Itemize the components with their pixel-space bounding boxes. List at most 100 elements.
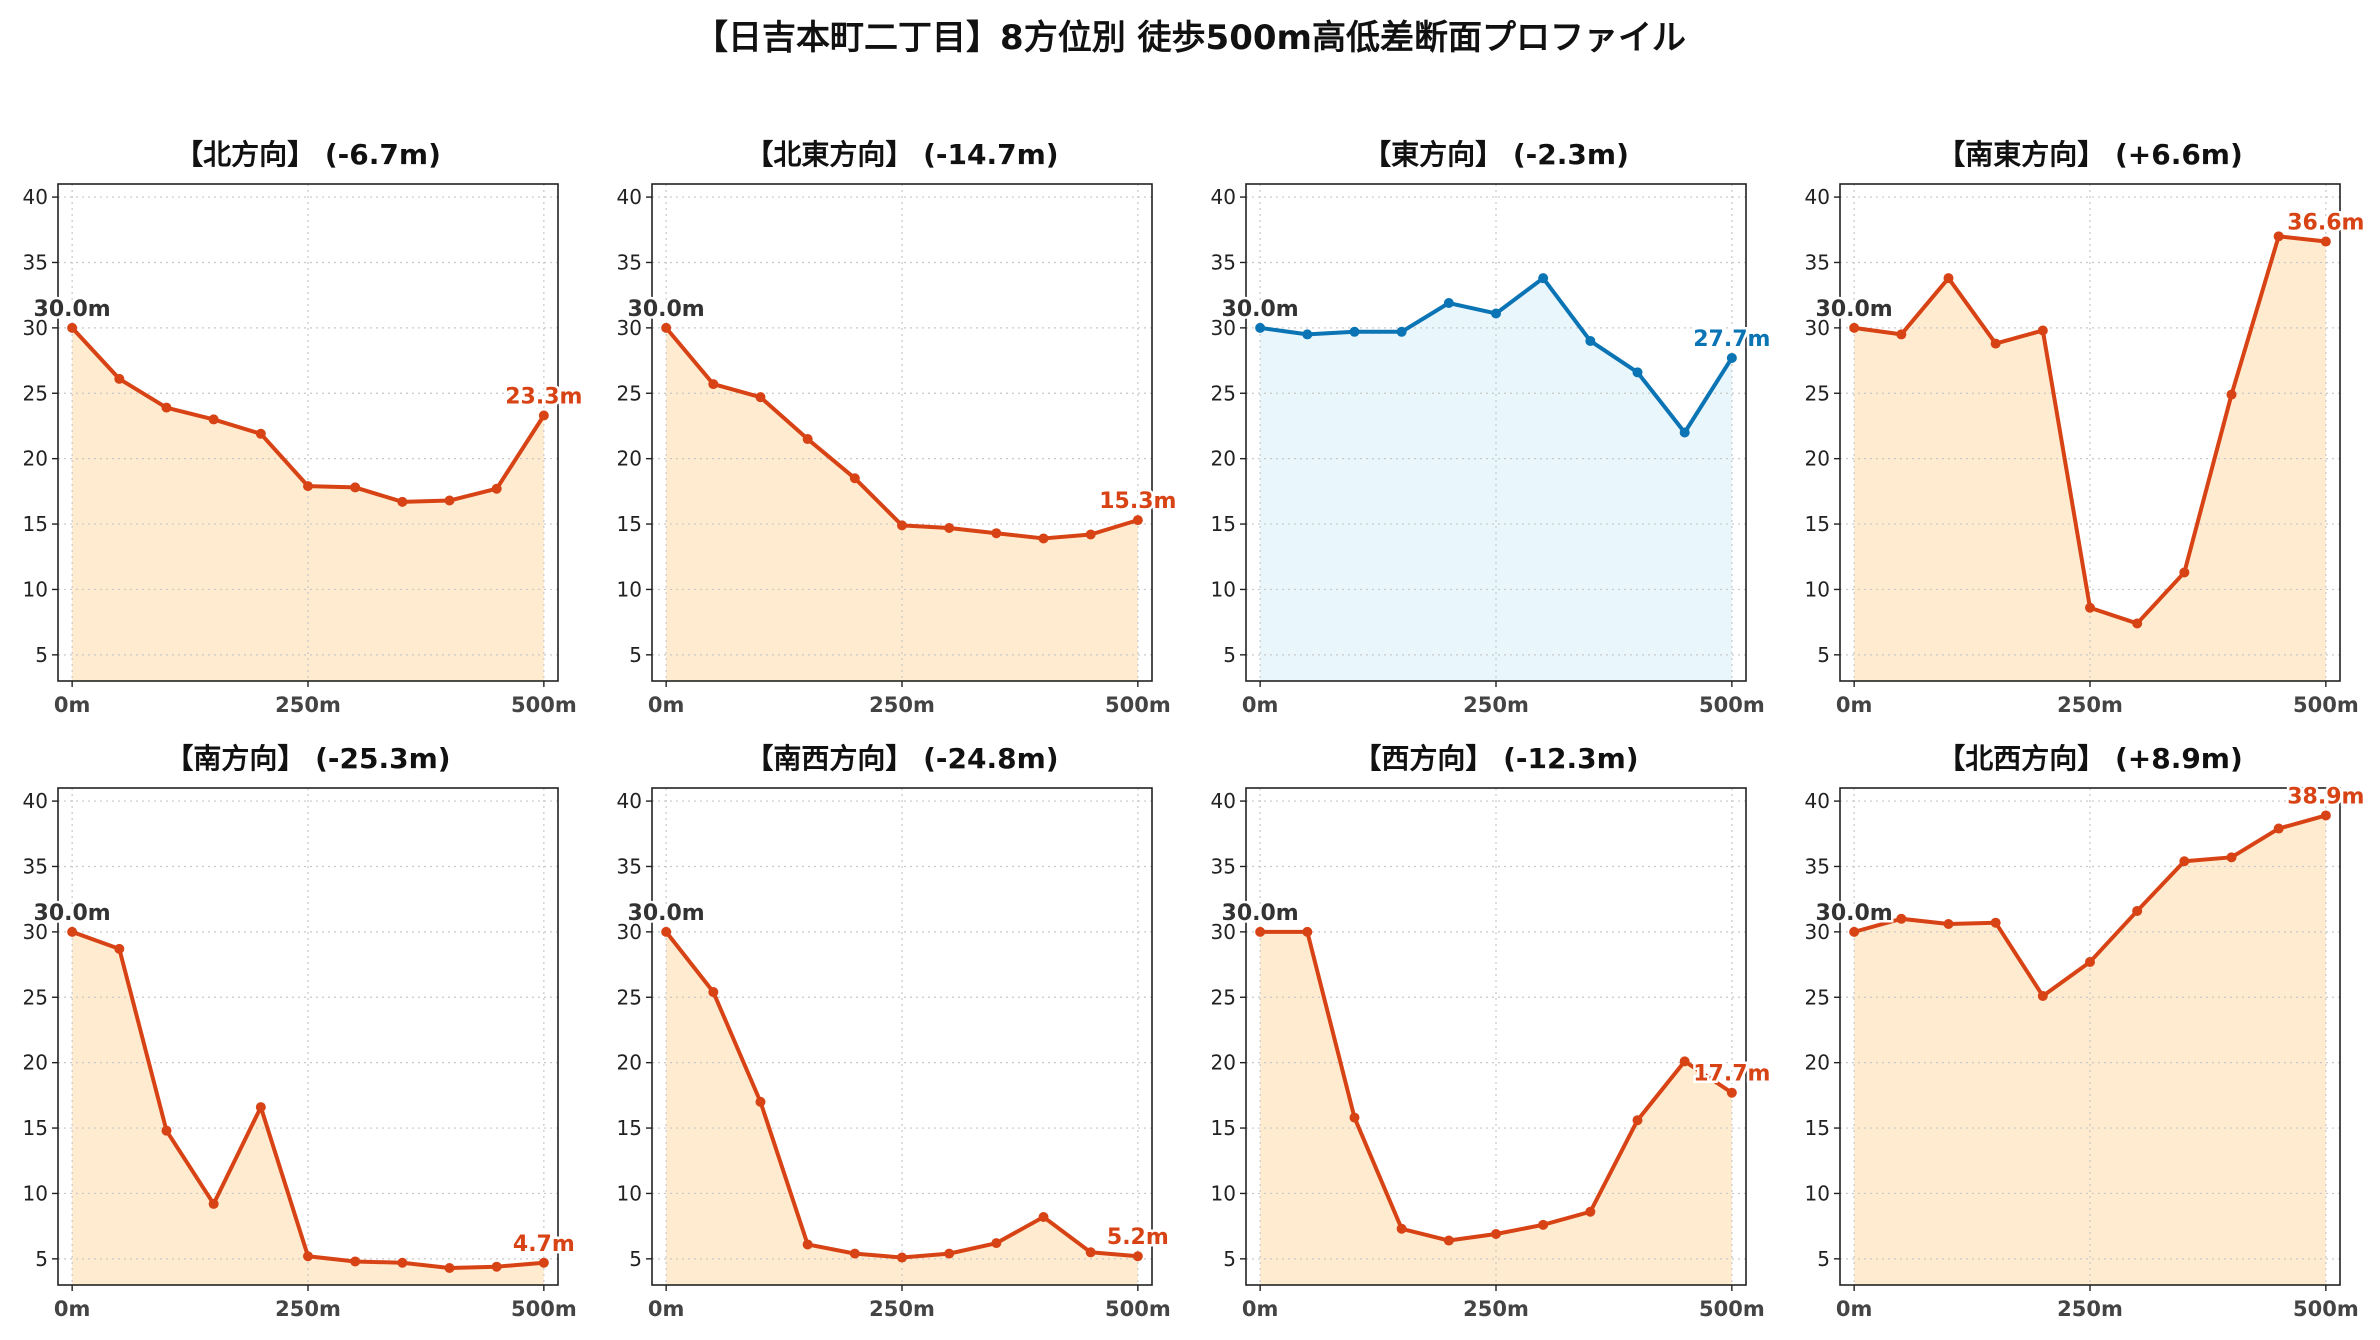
elevation-area [1260,931,1732,1285]
data-point [1085,1247,1096,1258]
data-point [491,483,502,494]
data-point [538,1257,549,1268]
data-point [1538,1219,1549,1230]
y-tick-label: 35 [617,854,642,878]
data-point [2037,325,2048,336]
y-tick-label: 20 [1211,447,1236,471]
data-point [2085,602,2095,613]
y-tick-label: 30 [1211,316,1236,340]
subplot-title: 【南方向】 (-25.3m) [165,742,450,775]
data-point [1085,529,1096,540]
data-point [161,402,172,413]
data-point [444,1262,455,1273]
data-point [350,482,361,493]
y-tick-label: 15 [617,512,642,536]
y-tick-label: 10 [1805,1181,1830,1205]
data-point [1896,329,1907,340]
data-point [1990,917,2001,928]
x-tick-label: 500m [2293,693,2359,717]
elevation-area [72,931,544,1285]
data-point [1943,273,1954,284]
y-tick-label: 40 [1805,789,1830,813]
data-point [1396,1223,1407,1234]
y-tick-label: 35 [1805,854,1830,878]
x-tick-label: 0m [1242,1297,1279,1321]
start-value-label: 30.0m [34,901,111,926]
data-point [1849,322,1860,333]
y-tick-label: 15 [617,1116,642,1140]
y-tick-label: 20 [617,447,642,471]
subplot-title: 【南東方向】 (+6.6m) [1937,138,2243,171]
data-point [114,943,125,954]
x-tick-label: 0m [54,693,91,717]
data-point [1038,1211,1049,1222]
data-point [2132,905,2143,916]
y-tick-label: 10 [1211,1181,1236,1205]
data-point [2226,389,2237,400]
subplot-2: 【北東方向】 (-14.7m) 5 10 15 20 25 30 35 40 0m 250m 500m… [617,138,1179,717]
data-point [444,495,455,506]
subplot-title: 【北東方向】 (-14.7m) [745,138,1058,171]
x-tick-label: 250m [1463,693,1529,717]
y-tick-label: 5 [629,1247,642,1271]
data-point [1849,926,1860,937]
x-tick-label: 0m [1836,1297,1873,1321]
data-point [1038,533,1049,544]
subplot-title: 【西方向】 (-12.3m) [1353,742,1638,775]
data-point [802,1239,813,1250]
y-tick-label: 35 [23,250,48,274]
subplot-4: 【南東方向】 (+6.6m) 5 10 15 20 25 30 35 40 0m 250m 500m 3… [1805,138,2367,717]
end-value-label: 4.7m [513,1232,575,1257]
data-point [1990,338,2001,349]
data-point [1349,1112,1360,1123]
data-point [2179,856,2190,867]
y-tick-label: 10 [1805,577,1830,601]
data-point [2273,823,2284,834]
start-value-label: 30.0m [1222,297,1299,322]
y-tick-label: 25 [1211,985,1236,1009]
subplot-title: 【東方向】 (-2.3m) [1363,138,1629,171]
y-tick-label: 10 [23,1181,48,1205]
data-point [1726,352,1737,363]
y-tick-label: 35 [1211,250,1236,274]
x-tick-label: 250m [869,1297,935,1321]
y-tick-label: 25 [23,985,48,1009]
x-tick-label: 0m [1242,693,1279,717]
y-tick-label: 25 [1805,381,1830,405]
x-tick-label: 250m [275,693,341,717]
y-tick-label: 40 [1211,185,1236,209]
data-point [802,434,813,445]
data-point [708,987,719,998]
y-tick-label: 30 [1805,920,1830,944]
start-value-label: 30.0m [1222,901,1299,926]
data-point [755,1096,766,1107]
y-tick-label: 20 [617,1051,642,1075]
data-point [1585,1206,1596,1217]
y-tick-label: 40 [23,789,48,813]
x-tick-label: 0m [1836,693,1873,717]
end-value-label: 23.3m [505,384,582,409]
y-tick-label: 30 [23,316,48,340]
data-point [1632,1115,1643,1126]
data-point [255,1102,266,1113]
data-point [2320,236,2331,247]
y-tick-label: 20 [1211,1051,1236,1075]
y-tick-label: 10 [23,577,48,601]
data-point [1585,335,1596,346]
y-tick-label: 25 [617,985,642,1009]
elevation-area [72,327,544,681]
y-tick-label: 15 [1211,1116,1236,1140]
data-point [1679,1056,1690,1067]
y-tick-label: 10 [1211,577,1236,601]
data-point [303,1251,313,1262]
data-point [303,481,313,492]
data-point [350,1256,361,1267]
data-point [849,473,860,484]
y-tick-label: 25 [1805,985,1830,1009]
data-point [1132,515,1143,526]
y-tick-label: 35 [1211,854,1236,878]
x-tick-label: 500m [2293,1297,2359,1321]
data-point [397,496,408,507]
subplot-title: 【北方向】 (-6.7m) [175,138,441,171]
y-tick-label: 10 [617,1181,642,1205]
